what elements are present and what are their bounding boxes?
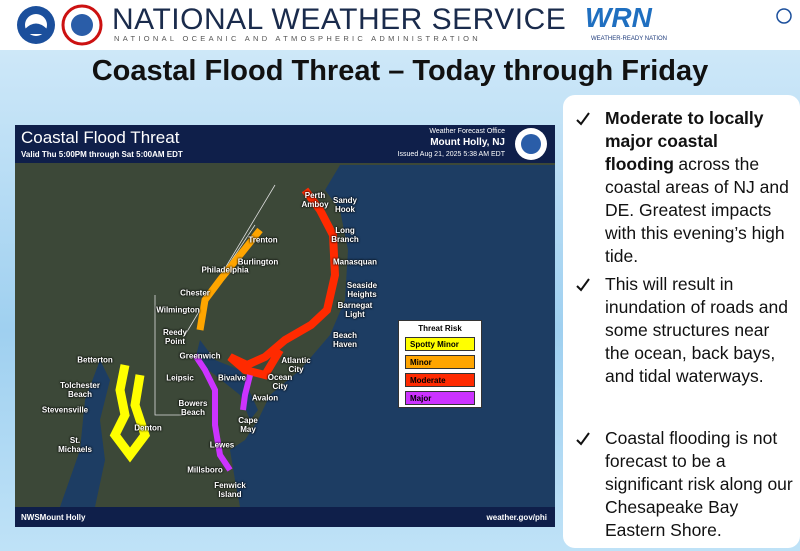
place-label: Trenton xyxy=(248,235,278,245)
place-label: Perth Amboy xyxy=(301,191,329,209)
agency-name: NATIONAL WEATHER SERVICE xyxy=(112,3,567,36)
place-label: Long Branch xyxy=(331,226,359,244)
place-label: St. Michaels xyxy=(58,436,92,454)
website: weather.gov/phi xyxy=(486,513,547,522)
place-label: Fenwick Island xyxy=(214,481,246,499)
place-label: Reedy Point xyxy=(162,328,188,346)
place-label: Greenwich xyxy=(179,351,221,361)
map-drawing xyxy=(60,165,555,507)
legend-items: Spotty Minor Minor Moderate Major xyxy=(399,337,481,405)
place-label: Betterton xyxy=(77,355,113,365)
issued: Issued Aug 21, 2025 5:38 AM EDT xyxy=(397,151,505,158)
bullet: Coastal flooding is not forecast to be a… xyxy=(605,427,797,542)
place-label: Stevensville xyxy=(41,405,89,415)
bullet: This will result in inundation of roads … xyxy=(605,273,797,388)
office: Weather Forecast Office xyxy=(429,128,505,135)
place-label: Millsboro xyxy=(187,465,223,475)
legend: Threat Risk Spotty Minor Minor Moderate Maj… xyxy=(398,320,482,408)
agency-subtitle: NATIONAL OCEANIC AND ATMOSPHERIC ADMINIS… xyxy=(114,34,481,43)
place-label: Leipsic xyxy=(166,373,194,383)
check-mark xyxy=(576,432,590,446)
map-title: Coastal Flood Threat xyxy=(21,128,180,147)
office-name: Mount Holly, NJ xyxy=(430,137,505,148)
map: Coastal Flood Threat Valid Thu 5:00PM th… xyxy=(15,125,555,527)
legend-item: Moderate xyxy=(405,373,475,387)
place-label: Denton xyxy=(134,423,162,433)
header: NATIONAL WEATHER SERVICE NATIONAL OCEANI… xyxy=(0,0,800,50)
place-label: Lewes xyxy=(209,440,235,450)
legend-item: Minor xyxy=(405,355,475,369)
bullet-panel: Moderate to locally major coastal floodi… xyxy=(563,95,800,548)
bullet-text: This will result in inundation of roads … xyxy=(605,274,788,386)
brand: WEATHER-READY NATION xyxy=(591,36,668,42)
nws-logo xyxy=(515,128,547,160)
place-label: Atlantic City xyxy=(281,356,311,374)
place-label: Beach Haven xyxy=(332,331,358,349)
place-label: Manasquan xyxy=(332,257,378,267)
place-label: Sandy Hook xyxy=(332,196,358,214)
place-label: Burlington xyxy=(237,257,279,267)
slide-title: Coastal Flood Threat – Today through Fri… xyxy=(91,55,709,87)
check-mark xyxy=(576,112,590,126)
map-header: Coastal Flood Threat Valid Thu 5:00PM th… xyxy=(15,125,555,163)
bullet-text: across the coastal areas of NJ and DE. G… xyxy=(605,154,789,266)
place-label: Tolchester Beach xyxy=(60,381,100,399)
icon xyxy=(776,8,792,24)
map-footer: NWSMount Holly weather.gov/phi xyxy=(15,507,555,527)
check-mark xyxy=(576,278,590,292)
legend-title: Threat Risk xyxy=(418,324,462,333)
legend-item: Major xyxy=(405,391,475,405)
valid-time: Valid Thu 5:00PM through Sat 5:00AM EDT xyxy=(21,150,183,159)
place-label: Avalon xyxy=(251,393,279,403)
place-label: Ocean City xyxy=(267,373,293,391)
place-label: Seaside Heights xyxy=(346,281,378,299)
place-label: Bivalve xyxy=(217,373,247,383)
social: NWSMount Holly xyxy=(21,513,86,522)
place-label: Barnegat Light xyxy=(337,301,373,319)
place-label: Bowers Beach xyxy=(178,399,208,417)
legend-item: Spotty Minor xyxy=(405,337,475,351)
bullet-strong: Moderate to locally major coastal floodi… xyxy=(605,108,764,174)
place-label: Chester xyxy=(180,288,210,298)
logos xyxy=(17,4,103,46)
wrn-logo: WRN xyxy=(585,2,652,33)
place-label: Wilmington xyxy=(156,305,200,315)
bullet-text: Coastal flooding is not forecast to be a… xyxy=(605,428,793,540)
bullet: Moderate to locally major coastal floodi… xyxy=(605,107,797,268)
place-label: Cape May xyxy=(238,416,258,434)
place-label: Philadelphia xyxy=(201,265,249,275)
